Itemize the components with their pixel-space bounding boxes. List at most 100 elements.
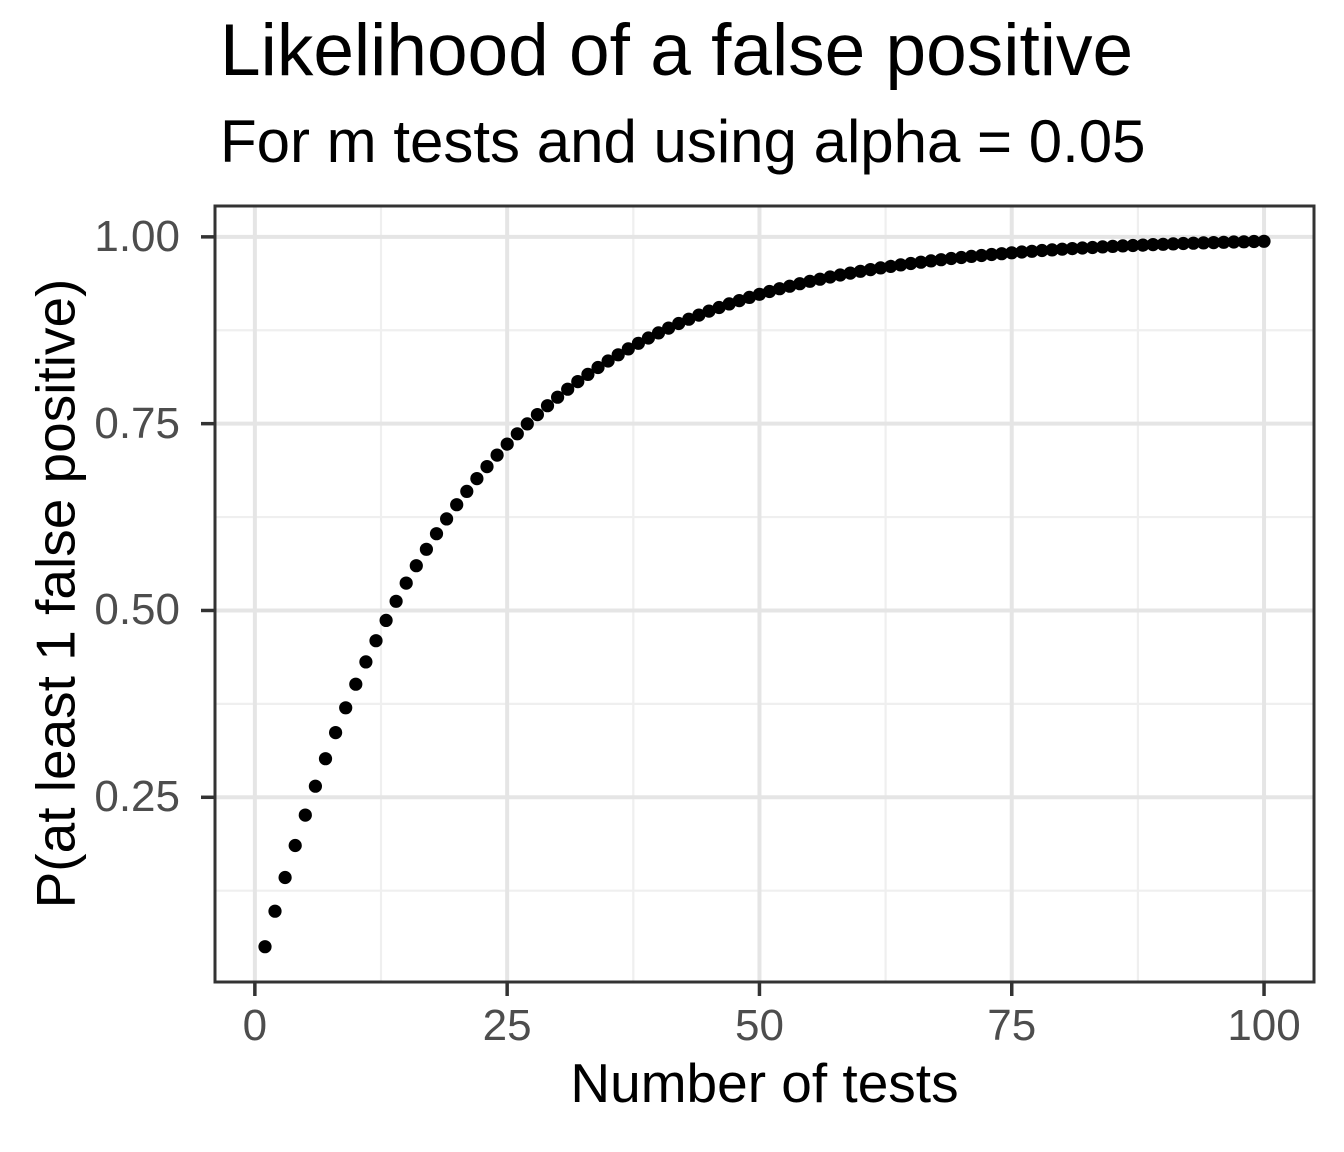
data-point [1126, 238, 1140, 253]
data-point [460, 484, 474, 498]
data-point [308, 779, 322, 793]
data-point [672, 316, 686, 331]
data-point [793, 277, 807, 291]
data-point [611, 348, 625, 362]
y-tick-label: 1.00 [94, 211, 180, 261]
y-tick-label: 0.50 [94, 585, 180, 635]
data-point [1217, 235, 1231, 249]
data-point [561, 382, 575, 396]
data-point [1035, 243, 1049, 258]
y-axis-title: P(at least 1 false positive) [24, 278, 87, 909]
data-point [985, 247, 999, 262]
x-tick-label: 0 [242, 1001, 268, 1050]
data-point [722, 297, 736, 311]
data-point [601, 354, 615, 368]
data-point [1065, 242, 1079, 256]
data-point [339, 701, 353, 715]
data-point [924, 254, 938, 268]
data-point [944, 251, 958, 266]
data-point [1085, 240, 1100, 255]
data-point [440, 512, 454, 526]
data-point [894, 258, 908, 272]
data-point [1247, 234, 1261, 249]
data-point [914, 255, 928, 269]
data-point [621, 342, 635, 356]
data-point [1096, 240, 1110, 254]
data-point [298, 808, 312, 822]
data-point [752, 287, 767, 301]
data-point [591, 360, 605, 375]
data-point [1166, 237, 1180, 251]
plot-title: Likelihood of a false positive [220, 10, 1134, 91]
data-point [692, 308, 706, 322]
data-point [702, 304, 716, 318]
data-point [1176, 236, 1190, 251]
data-point [874, 261, 888, 275]
x-tick-label: 100 [1227, 1001, 1301, 1050]
data-point [974, 248, 989, 263]
data-point [803, 274, 817, 288]
data-point [732, 294, 746, 308]
data-point [651, 326, 666, 340]
data-point [863, 263, 878, 277]
data-point [581, 367, 595, 381]
data-point [1237, 235, 1251, 249]
data-point [490, 448, 504, 462]
data-point [359, 655, 373, 669]
data-point [853, 264, 868, 278]
data-point [470, 472, 484, 486]
panel-border [213, 204, 1316, 984]
data-point [318, 752, 333, 766]
data-point [641, 331, 656, 345]
y-tick-label: 0.75 [94, 398, 180, 448]
data-point [1045, 243, 1059, 257]
data-point [1106, 239, 1120, 253]
data-point [884, 259, 898, 273]
data-point [551, 390, 565, 404]
data-point [682, 312, 696, 326]
data-point [389, 594, 403, 608]
data-point [964, 249, 979, 263]
data-point [1156, 237, 1170, 251]
data-point [349, 677, 363, 691]
data-point [329, 726, 343, 740]
data-point [1025, 244, 1039, 258]
data-point [379, 613, 393, 628]
data-point [1207, 236, 1221, 250]
data-point [631, 336, 646, 350]
data-point [288, 838, 302, 853]
data-point [843, 266, 857, 280]
data-point [742, 290, 757, 304]
data-point [510, 427, 524, 441]
data-point [954, 250, 968, 265]
data-point [520, 417, 534, 431]
data-point [571, 375, 585, 389]
data-point [278, 870, 292, 885]
data-point [1257, 234, 1271, 248]
data-point [833, 268, 847, 282]
data-point [762, 284, 777, 299]
data-point [1116, 239, 1130, 253]
data-point [429, 527, 444, 541]
data-point [823, 270, 837, 284]
data-point [369, 634, 383, 648]
data-point [530, 408, 545, 422]
data-point [1136, 238, 1150, 252]
data-point [480, 460, 494, 474]
plot-subtitle: For m tests and using alpha = 0.05 [220, 108, 1146, 175]
x-axis-title: Number of tests [570, 1052, 959, 1114]
data-point [399, 576, 413, 590]
data-point [995, 247, 1009, 261]
data-point [662, 321, 676, 335]
data-point [773, 282, 787, 296]
data-point [258, 940, 272, 954]
data-point [450, 498, 464, 512]
data-point [1196, 236, 1211, 250]
data-point [409, 559, 423, 573]
data-point [419, 542, 433, 556]
data-point [268, 904, 282, 918]
data-point [783, 279, 797, 293]
data-point [1005, 246, 1019, 260]
